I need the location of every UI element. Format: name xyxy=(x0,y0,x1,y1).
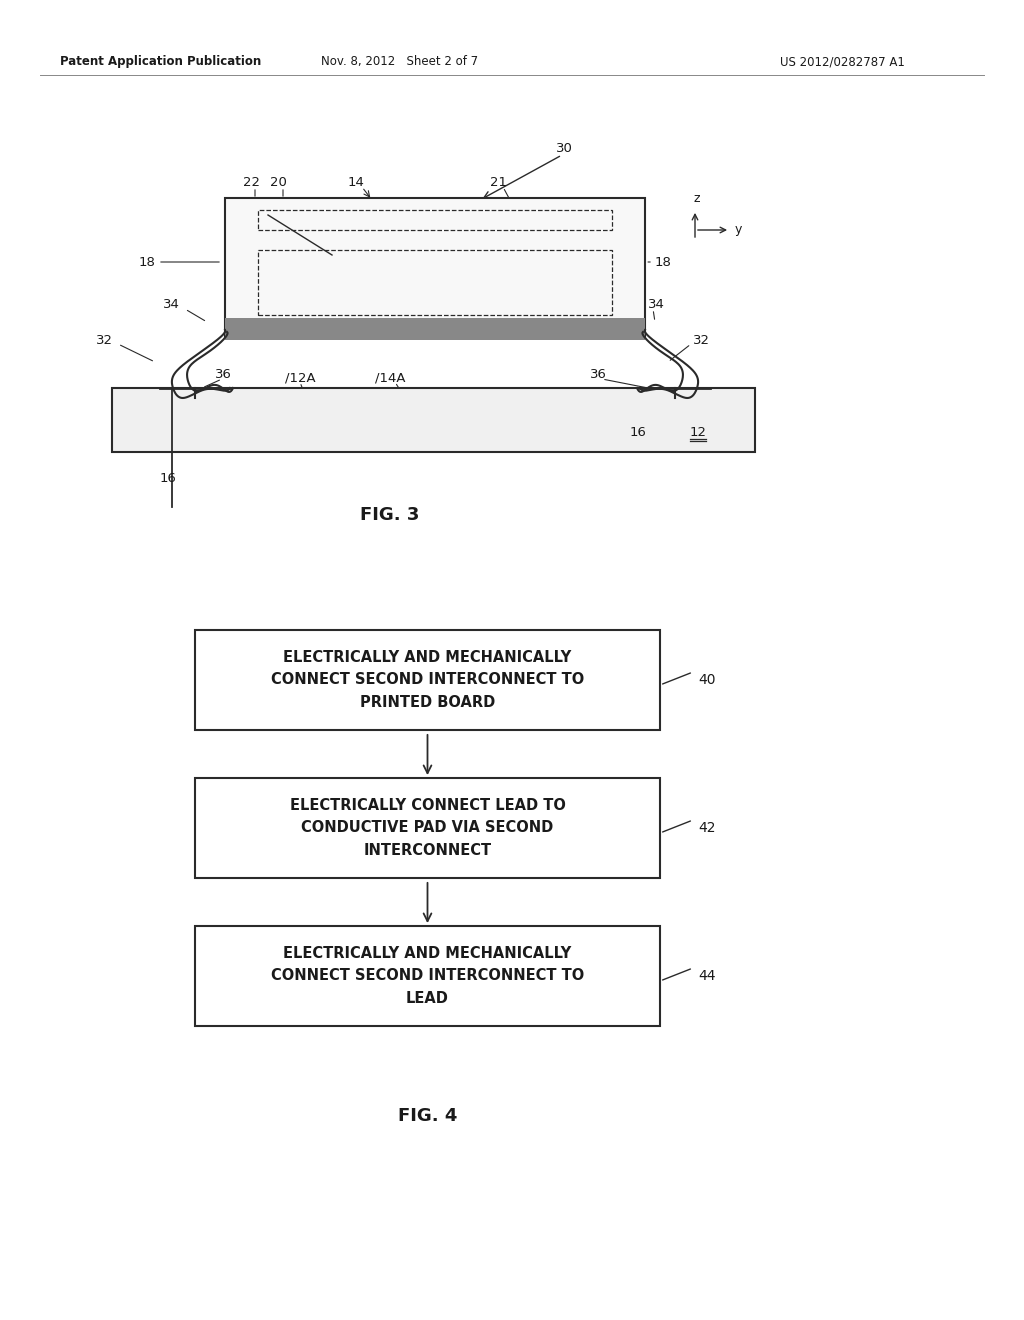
Text: 14: 14 xyxy=(348,176,365,189)
Text: 12: 12 xyxy=(690,425,707,438)
Text: US 2012/0282787 A1: US 2012/0282787 A1 xyxy=(780,55,905,69)
Text: 20: 20 xyxy=(270,176,287,189)
Text: 30: 30 xyxy=(556,141,572,154)
Text: 42: 42 xyxy=(698,821,716,836)
Text: 34: 34 xyxy=(163,298,180,312)
Text: y: y xyxy=(735,223,742,236)
Bar xyxy=(195,927,660,1026)
Text: 36: 36 xyxy=(215,368,231,381)
Bar xyxy=(195,630,660,730)
Bar xyxy=(195,777,660,878)
Text: 18: 18 xyxy=(655,256,672,268)
Text: ELECTRICALLY AND MECHANICALLY
CONNECT SECOND INTERCONNECT TO
LEAD: ELECTRICALLY AND MECHANICALLY CONNECT SE… xyxy=(271,946,584,1006)
Text: /14A: /14A xyxy=(375,371,406,384)
Text: Patent Application Publication: Patent Application Publication xyxy=(60,55,261,69)
Text: 32: 32 xyxy=(96,334,113,346)
Text: 36: 36 xyxy=(590,368,607,381)
Text: 32: 32 xyxy=(693,334,710,346)
Bar xyxy=(258,210,612,230)
Text: Nov. 8, 2012   Sheet 2 of 7: Nov. 8, 2012 Sheet 2 of 7 xyxy=(322,55,478,69)
Text: FIG. 4: FIG. 4 xyxy=(397,1107,457,1125)
Text: 18: 18 xyxy=(138,256,155,268)
Text: 22: 22 xyxy=(243,176,260,189)
Text: FIG. 3: FIG. 3 xyxy=(360,506,420,524)
Text: 16: 16 xyxy=(160,471,176,484)
Text: ELECTRICALLY AND MECHANICALLY
CONNECT SECOND INTERCONNECT TO
PRINTED BOARD: ELECTRICALLY AND MECHANICALLY CONNECT SE… xyxy=(271,651,584,710)
Bar xyxy=(258,249,612,315)
Bar xyxy=(112,388,755,451)
Text: 40: 40 xyxy=(698,673,716,686)
Text: z: z xyxy=(693,191,700,205)
Bar xyxy=(225,318,645,341)
Text: /12A: /12A xyxy=(285,371,315,384)
Text: 21: 21 xyxy=(490,176,507,189)
Text: 34: 34 xyxy=(648,298,665,312)
Text: ELECTRICALLY CONNECT LEAD TO
CONDUCTIVE PAD VIA SECOND
INTERCONNECT: ELECTRICALLY CONNECT LEAD TO CONDUCTIVE … xyxy=(290,799,565,858)
Bar xyxy=(225,198,645,338)
Text: 44: 44 xyxy=(698,969,716,983)
Text: 16: 16 xyxy=(630,425,647,438)
